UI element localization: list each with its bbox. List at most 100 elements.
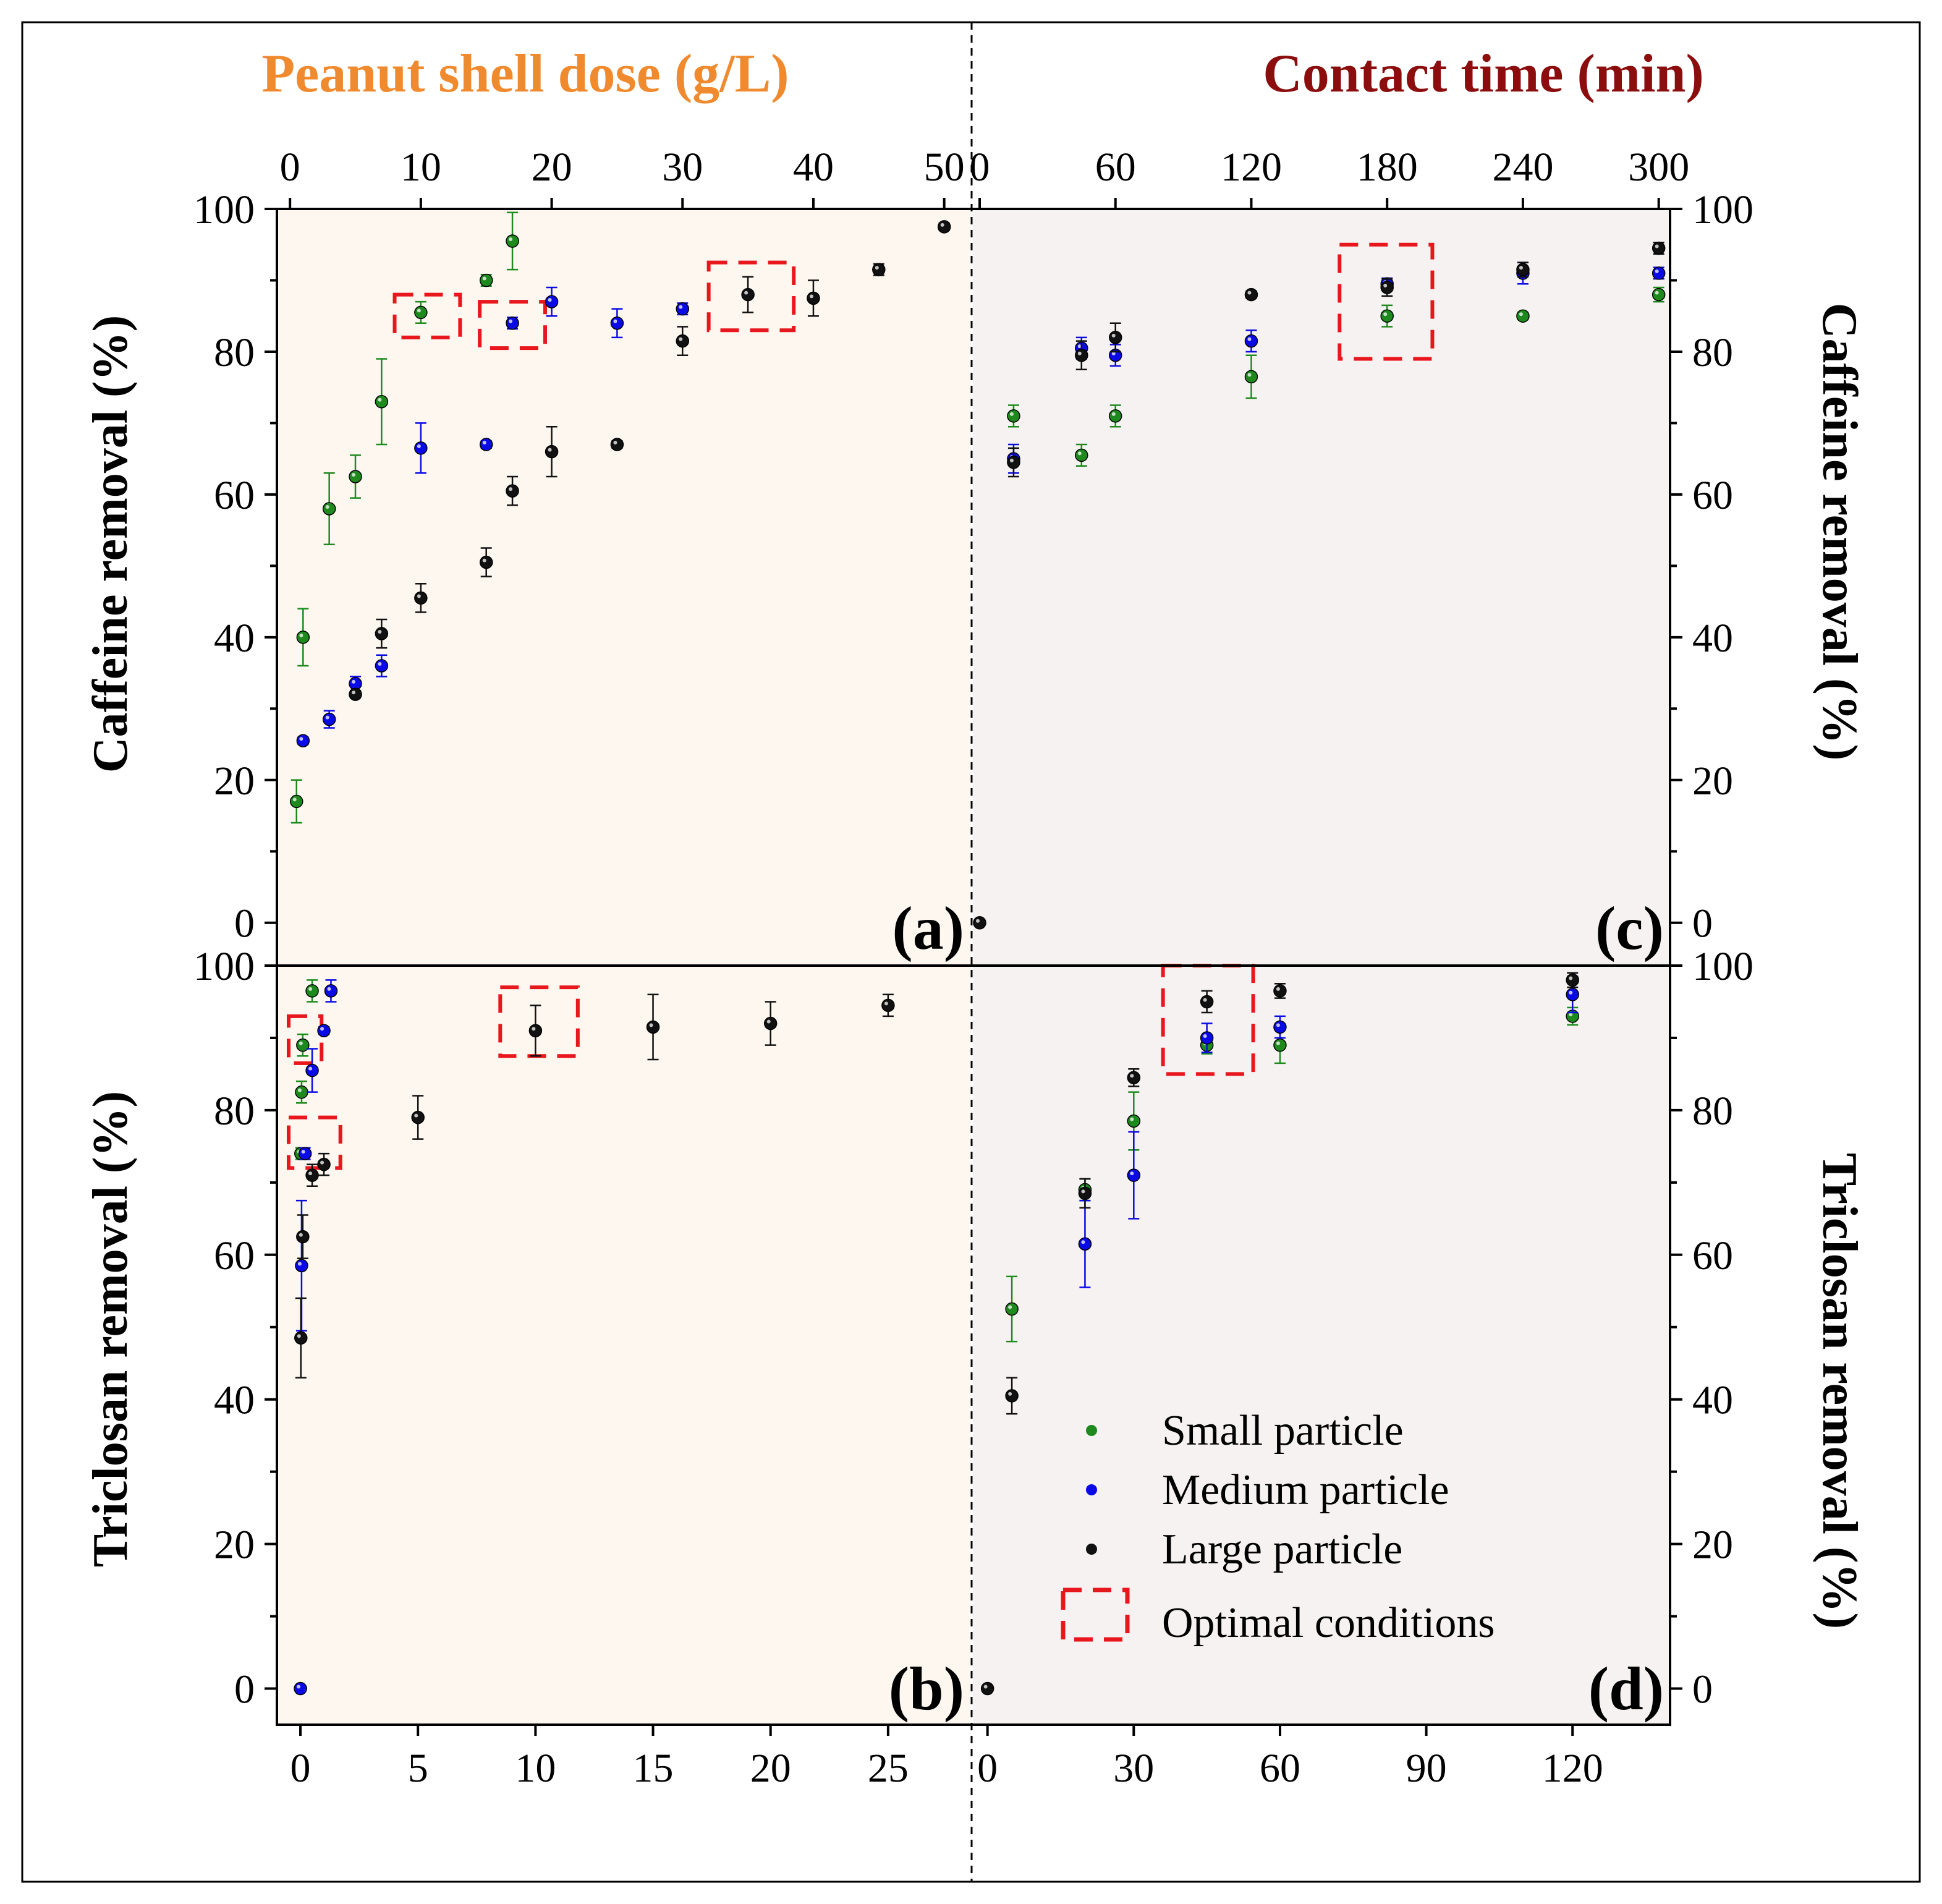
point-highlight — [1111, 412, 1116, 416]
point-highlight — [297, 1262, 302, 1266]
panel-label-d: (d) — [1588, 1654, 1664, 1723]
x-tick-label: 300 — [1628, 145, 1689, 190]
x-tick-label: 50 — [924, 145, 965, 190]
x-tick-label: 5 — [408, 1746, 428, 1791]
medium-particle-point — [414, 441, 428, 455]
medium-particle-point — [375, 659, 389, 673]
medium-particle-point — [295, 1259, 308, 1273]
y-tick-label: 40 — [1692, 616, 1733, 661]
point-highlight — [299, 633, 303, 637]
point-highlight — [1009, 458, 1014, 462]
point-highlight — [482, 558, 486, 563]
large-particle-point — [1652, 241, 1666, 255]
point-highlight — [940, 223, 944, 227]
large-particle-point — [506, 484, 519, 498]
point-highlight — [414, 1113, 418, 1118]
medium-particle-point — [1273, 1020, 1287, 1034]
x-tick-label: 0 — [969, 145, 990, 190]
y-tick-label: 40 — [1692, 1378, 1733, 1423]
medium-particle-point — [479, 438, 493, 451]
medium-particle-point — [324, 984, 338, 998]
point-highlight — [352, 473, 356, 477]
point-highlight — [983, 1685, 988, 1689]
large-particle-point — [375, 627, 389, 640]
small-particle-point — [295, 1085, 308, 1099]
x-tick-label: 10 — [401, 145, 441, 190]
medium-particle-point — [1652, 266, 1666, 280]
optimal-condition-box — [1338, 242, 1435, 361]
large-particle-point — [881, 998, 895, 1013]
point-highlight — [299, 1041, 303, 1045]
small-particle-point — [296, 631, 310, 644]
y-tick-label: 0 — [1692, 1667, 1713, 1712]
x-tick-label: 60 — [1260, 1746, 1300, 1791]
point-highlight — [679, 337, 683, 341]
small-particle-point — [1380, 309, 1394, 323]
small-particle-point — [349, 470, 362, 483]
small-particle-point — [1007, 409, 1020, 423]
large-particle-point — [1075, 348, 1088, 362]
y-tick-label: 60 — [1692, 473, 1733, 518]
y-tick-label: 0 — [234, 1667, 255, 1712]
medium-particle-point — [506, 317, 519, 330]
large-particle-point — [305, 1168, 319, 1182]
small-particle-point — [1005, 1302, 1019, 1316]
point-highlight — [299, 737, 303, 741]
point-highlight — [1569, 1012, 1573, 1016]
panel-b-triclosan-dose: 0 5 10 15 20 25 0 20 40 60 80 100 (b) — [193, 944, 964, 1791]
point-highlight — [1247, 337, 1252, 341]
y-tick-label: 100 — [1692, 187, 1753, 232]
x-tick-label: 10 — [515, 1746, 556, 1791]
large-particle-point — [1244, 287, 1258, 302]
point-highlight — [320, 1160, 324, 1165]
legend-large-marker — [1086, 1544, 1097, 1555]
y-tick-label: 60 — [1692, 1233, 1733, 1278]
x-tick-label: 15 — [633, 1746, 674, 1791]
medium-particle-point — [296, 734, 310, 748]
medium-particle-point — [1127, 1168, 1141, 1182]
large-particle-point — [741, 287, 755, 302]
y-tick-label: 0 — [1692, 901, 1713, 946]
point-highlight — [1276, 987, 1280, 991]
x-tick-label: 0 — [290, 1746, 311, 1791]
medium-particle-point — [1566, 988, 1579, 1001]
y-tick-label: 40 — [214, 1378, 255, 1423]
optimal-condition-box — [287, 1014, 324, 1065]
small-particle-point — [414, 305, 428, 320]
time-axis-title: Contact time (min) — [1263, 44, 1704, 104]
large-particle-point — [1127, 1071, 1141, 1085]
point-highlight — [1569, 976, 1573, 980]
point-highlight — [1081, 1189, 1085, 1194]
optimal-condition-box — [706, 260, 796, 333]
x-tick-label: 0 — [977, 1746, 998, 1791]
optimal-condition-box — [287, 1115, 342, 1170]
small-particle-point — [479, 273, 493, 287]
point-highlight — [744, 291, 748, 295]
large-particle-point — [1200, 995, 1214, 1009]
y-tick-label: 20 — [1692, 1523, 1733, 1568]
point-highlight — [1130, 1171, 1134, 1176]
large-particle-point — [1273, 984, 1287, 998]
point-highlight — [1519, 266, 1523, 270]
point-highlight — [1655, 269, 1659, 273]
point-highlight — [809, 294, 813, 299]
large-particle-point — [1380, 281, 1394, 294]
point-highlight — [613, 319, 617, 323]
point-highlight — [1203, 998, 1207, 1002]
large-particle-point — [1566, 973, 1579, 987]
large-particle-point — [414, 591, 428, 605]
point-highlight — [1009, 412, 1014, 416]
point-highlight — [352, 679, 356, 684]
small-particle-point — [1516, 309, 1530, 323]
point-highlight — [378, 397, 382, 402]
legend: Small particle Medium particle Large par… — [1061, 1407, 1495, 1647]
point-highlight — [297, 1685, 301, 1689]
large-particle-point — [646, 1020, 660, 1034]
point-highlight — [1519, 312, 1523, 317]
point-highlight — [299, 1233, 303, 1237]
large-particle-point — [296, 1230, 310, 1244]
panel-label-b: (b) — [889, 1654, 964, 1723]
point-highlight — [548, 298, 552, 302]
large-particle-point — [1078, 1186, 1092, 1201]
